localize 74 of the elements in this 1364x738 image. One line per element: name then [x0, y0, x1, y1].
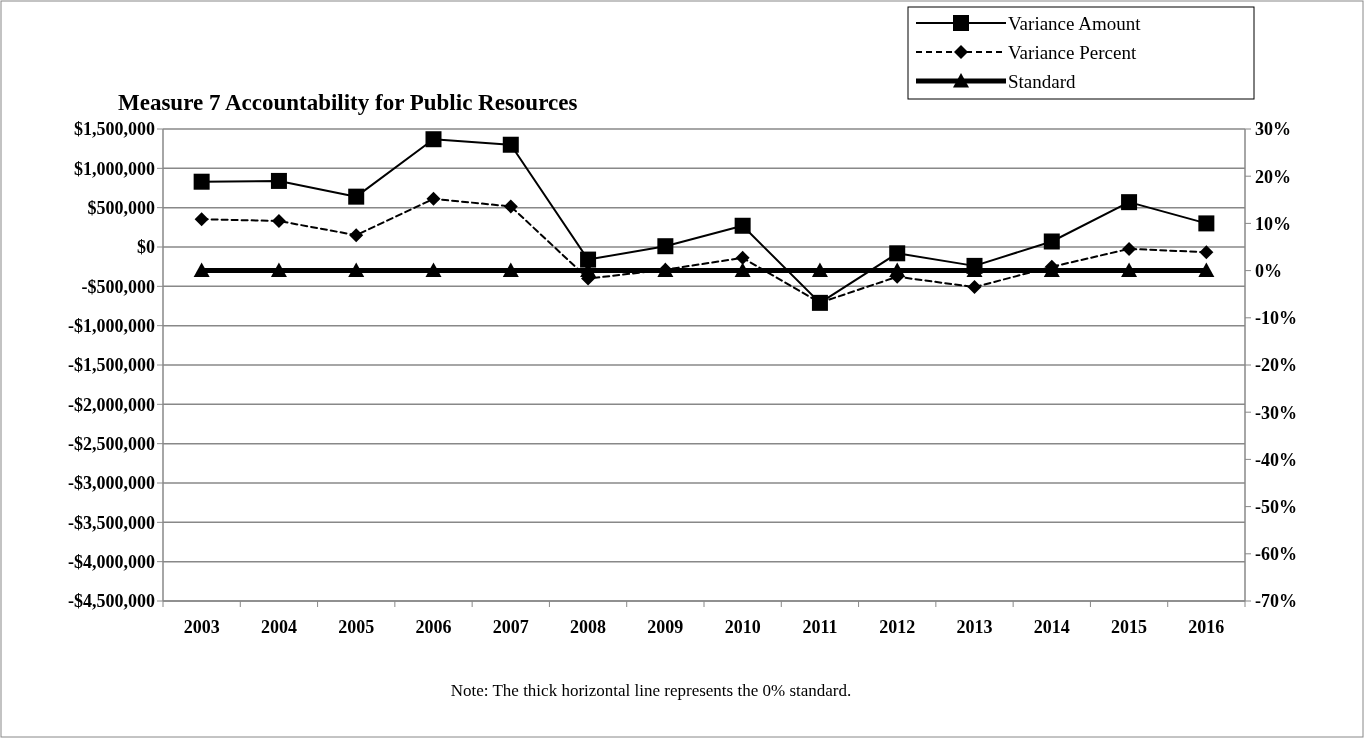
point: [271, 214, 286, 229]
x-tick-label: 2010: [724, 617, 761, 637]
x-tick-label: 2009: [647, 617, 684, 637]
point: [194, 212, 209, 227]
x-tick-label: 2004: [260, 617, 297, 637]
point: [425, 262, 442, 277]
y2-tick-label: -20%: [1255, 355, 1297, 376]
point: [193, 262, 210, 277]
x-tick-label: 2012: [879, 617, 916, 637]
point: [657, 238, 674, 255]
y2-tick-label: 0%: [1255, 260, 1282, 281]
y-tick-label: -$4,500,000: [68, 591, 155, 612]
point: [348, 188, 365, 205]
x-tick-label: 2014: [1033, 617, 1070, 637]
point: [734, 217, 751, 234]
y2-tick-label: -10%: [1255, 308, 1297, 329]
x-tick-label: 2015: [1111, 617, 1148, 637]
point: [193, 173, 210, 190]
x-tick-label: 2013: [956, 617, 993, 637]
point: [735, 250, 750, 265]
chart-title: Measure 7 Accountability for Public Resources: [118, 90, 578, 115]
point: [966, 257, 983, 274]
x-tick-label: 2008: [570, 617, 607, 637]
point: [348, 262, 365, 277]
x-tick-label: 2005: [338, 617, 375, 637]
y2-tick-label: -50%: [1255, 496, 1297, 517]
point: [503, 199, 518, 214]
y-tick-label: -$1,000,000: [68, 315, 155, 336]
y2-tick-label: -70%: [1255, 591, 1297, 612]
legend-label: Variance Percent: [1008, 41, 1137, 63]
y2-tick-label: 20%: [1255, 166, 1291, 187]
y-tick-label: $0: [137, 237, 155, 258]
y2-tick-label: 30%: [1255, 119, 1291, 140]
y-tick-label: -$500,000: [81, 276, 155, 297]
y-tick-label: -$3,000,000: [68, 473, 155, 494]
text: Note: The thick horizontal line represents the 0% standard.: [450, 681, 852, 700]
legend-label: Variance Amount: [1008, 12, 1142, 34]
point: [1121, 262, 1138, 277]
x-tick-label: 2007: [492, 617, 529, 637]
point: [270, 172, 287, 189]
point: [889, 245, 906, 262]
x-tick-label: 2006: [415, 617, 452, 637]
y-tick-label: -$2,000,000: [68, 394, 155, 415]
y-tick-label: $1,000,000: [74, 158, 155, 179]
point: [811, 262, 828, 277]
x-tick-label: 2003: [183, 617, 220, 637]
point: [1199, 245, 1214, 260]
point: [502, 262, 519, 277]
y2-tick-label: -60%: [1255, 544, 1297, 565]
point: [1121, 194, 1138, 211]
x-tick-label: 2011: [802, 617, 838, 637]
point: [425, 131, 442, 148]
y2-tick-label: 10%: [1255, 213, 1291, 234]
point: [426, 191, 441, 206]
x-tick-label: 2016: [1188, 617, 1225, 637]
point: [502, 136, 519, 153]
point: [1043, 233, 1060, 250]
y2-tick-label: -30%: [1255, 402, 1297, 423]
y-tick-label: $1,500,000: [74, 119, 155, 140]
point: [734, 262, 751, 277]
point: [580, 251, 597, 268]
point: [1198, 262, 1215, 277]
y-tick-label: -$1,500,000: [68, 355, 155, 376]
point: [1122, 241, 1137, 256]
point: [270, 262, 287, 277]
y-tick-label: -$2,500,000: [68, 433, 155, 454]
point: [967, 280, 982, 295]
y-tick-label: -$4,000,000: [68, 551, 155, 572]
y-tick-label: -$3,500,000: [68, 512, 155, 533]
y-tick-label: $500,000: [87, 197, 155, 218]
y2-tick-label: -40%: [1255, 449, 1297, 470]
legend-label: Standard: [1008, 70, 1077, 92]
point: [1198, 215, 1215, 232]
point: [349, 228, 364, 243]
